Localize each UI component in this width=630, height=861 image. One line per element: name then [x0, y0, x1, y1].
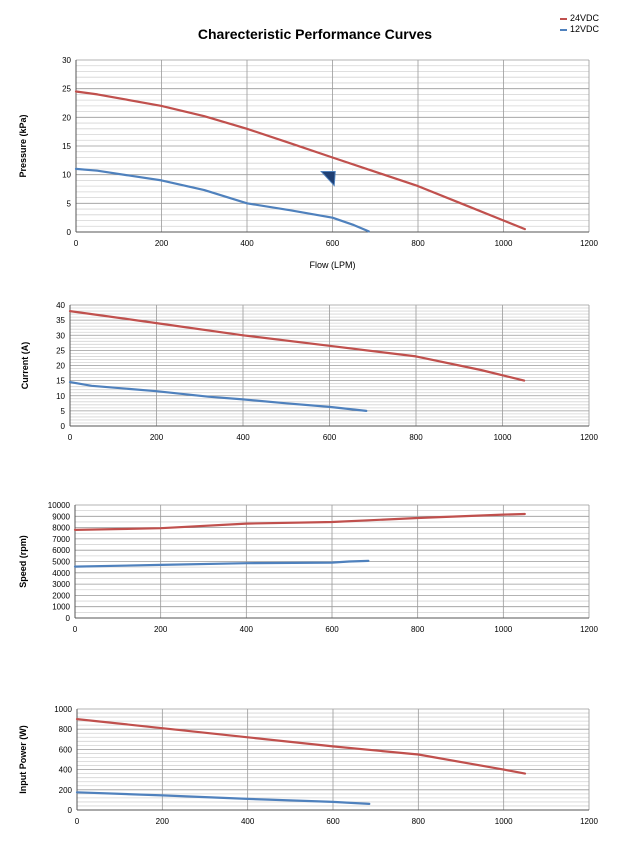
y-tick-label: 0 — [66, 614, 71, 623]
x-tick-label: 0 — [68, 433, 73, 442]
x-tick-label: 600 — [325, 625, 339, 634]
x-tick-label: 0 — [73, 625, 78, 634]
y-tick-label: 1000 — [54, 705, 72, 714]
legend: 24VDC 12VDC — [560, 13, 599, 35]
series-line-12vdc — [68, 381, 368, 412]
y-tick-label: 15 — [62, 142, 71, 151]
y-tick-label: 5000 — [52, 558, 70, 567]
x-tick-label: 1200 — [580, 625, 598, 634]
y-tick-label: 8000 — [52, 524, 70, 533]
y-tick-label: 9000 — [52, 512, 70, 521]
y-axis-label: Current (A) — [20, 342, 30, 390]
y-tick-label: 10 — [56, 392, 65, 401]
x-tick-label: 600 — [326, 817, 340, 826]
y-tick-label: 200 — [59, 786, 73, 795]
y-tick-label: 25 — [56, 346, 65, 355]
y-tick-label: 0 — [68, 806, 73, 815]
y-tick-label: 40 — [56, 301, 65, 310]
legend-item-24vdc: 24VDC — [560, 13, 599, 24]
x-tick-label: 0 — [75, 817, 80, 826]
x-tick-label: 200 — [150, 433, 164, 442]
x-tick-label: 1200 — [580, 239, 598, 248]
y-tick-label: 30 — [56, 331, 65, 340]
y-tick-label: 20 — [56, 362, 65, 371]
chart-input-power-w: 0 200 400 600 800 1000 0 200 400 600 800 1000 1200 In… — [18, 705, 598, 826]
y-tick-label: 10000 — [48, 501, 71, 510]
y-tick-label: 0 — [61, 422, 66, 431]
y-axis-label: Pressure (kPa) — [18, 114, 28, 177]
x-tick-label: 400 — [236, 433, 250, 442]
chart-speed-rpm: 0100020003000400050006000700080009000100… — [18, 501, 598, 634]
series-line-24vdc — [73, 512, 526, 531]
y-tick-label: 20 — [62, 113, 71, 122]
x-tick-label: 600 — [326, 239, 340, 248]
series-line-12vdc — [74, 167, 370, 233]
x-tick-label: 400 — [240, 239, 254, 248]
legend-swatch-24vdc — [560, 17, 567, 20]
legend-label-24vdc: 24VDC — [570, 13, 600, 23]
x-tick-label: 1200 — [580, 817, 598, 826]
y-tick-label: 7000 — [52, 535, 70, 544]
x-tick-label: 200 — [154, 625, 168, 634]
triangle-marker — [320, 171, 336, 187]
legend-item-12vdc: 12VDC — [560, 24, 599, 35]
x-tick-label: 800 — [412, 817, 426, 826]
legend-swatch-12vdc — [560, 28, 567, 31]
y-tick-label: 5 — [61, 407, 66, 416]
y-tick-label: 3000 — [52, 580, 70, 589]
series-line-12vdc — [73, 559, 370, 568]
y-tick-label: 4000 — [52, 569, 70, 578]
y-tick-label: 10 — [62, 171, 71, 180]
y-tick-label: 600 — [59, 745, 73, 754]
series-line-24vdc — [68, 310, 526, 382]
y-tick-label: 800 — [59, 725, 73, 734]
y-tick-label: 15 — [56, 377, 65, 386]
series-line-12vdc — [75, 791, 371, 805]
y-tick-label: 35 — [56, 316, 65, 325]
y-tick-label: 5 — [67, 199, 72, 208]
x-tick-label: 1000 — [494, 433, 512, 442]
x-tick-label: 800 — [411, 625, 425, 634]
x-tick-label: 800 — [411, 239, 425, 248]
y-tick-label: 2000 — [52, 591, 70, 600]
x-axis-label: Flow (LPM) — [309, 260, 355, 270]
x-tick-label: 1200 — [580, 433, 598, 442]
y-tick-label: 6000 — [52, 546, 70, 555]
x-tick-label: 1000 — [495, 817, 513, 826]
y-tick-label: 25 — [62, 85, 71, 94]
x-tick-label: 200 — [156, 817, 170, 826]
x-tick-label: 600 — [323, 433, 337, 442]
y-tick-label: 0 — [67, 228, 72, 237]
legend-label-12vdc: 12VDC — [570, 24, 600, 34]
x-tick-label: 1000 — [494, 625, 512, 634]
series-line-24vdc — [75, 718, 527, 775]
series-line-24vdc — [74, 90, 526, 231]
y-tick-label: 30 — [62, 56, 71, 65]
x-tick-label: 400 — [241, 817, 255, 826]
chart-pressure-kpa: 0 5 10 15 20 25 30 0 200 400 600 800 1000 1200 Pressur… — [18, 56, 598, 270]
x-tick-label: 400 — [240, 625, 254, 634]
chart-title: Charecteristic Performance Curves — [197, 26, 433, 42]
x-tick-label: 0 — [74, 239, 79, 248]
x-tick-label: 1000 — [495, 239, 513, 248]
y-axis-label: Speed (rpm) — [18, 535, 28, 588]
y-tick-label: 1000 — [52, 603, 70, 612]
x-tick-label: 800 — [409, 433, 423, 442]
y-axis-label: Input Power (W) — [18, 725, 28, 794]
x-tick-label: 200 — [155, 239, 169, 248]
y-tick-label: 400 — [59, 766, 73, 775]
